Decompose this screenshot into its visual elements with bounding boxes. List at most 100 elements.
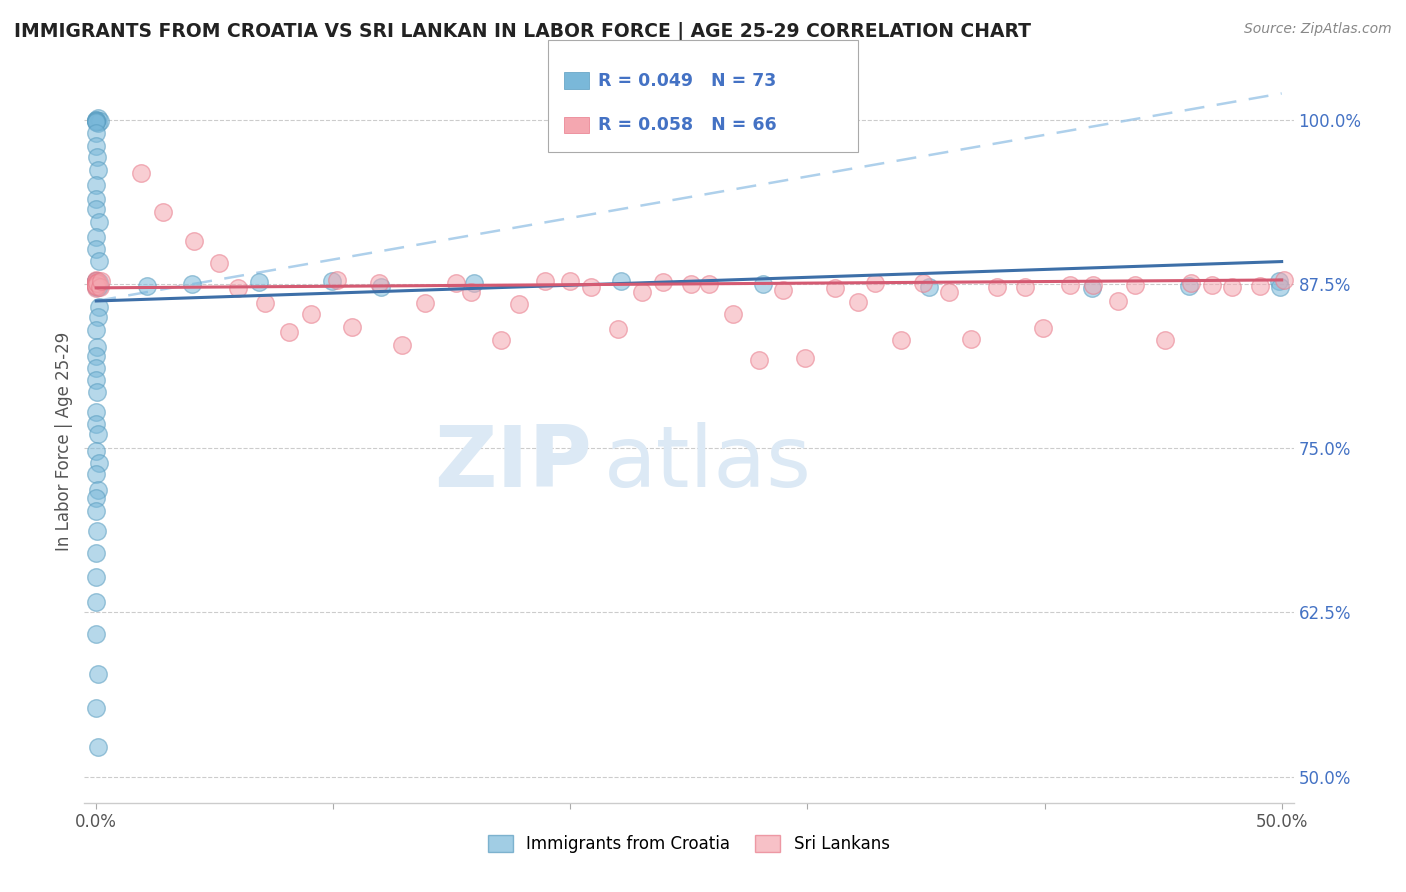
Point (986, 280, 1008, 294)
Point (86, 150, 108, 164)
Point (89, 215, 111, 229)
Point (1220, 280, 1243, 294)
Point (912, 276, 935, 290)
Point (84, 280, 107, 294)
Point (534, 274, 557, 288)
Point (84, 139, 107, 153)
Point (84, 277, 107, 291)
Point (84, 417, 107, 431)
Point (86, 276, 108, 290)
Point (84, 595, 107, 609)
Point (793, 351, 815, 365)
Point (86, 546, 108, 560)
Point (84, 279, 107, 293)
Point (86, 667, 108, 681)
Point (413, 296, 436, 310)
Point (748, 352, 770, 367)
Point (90, 274, 112, 288)
Point (253, 295, 276, 310)
Point (87, 426, 110, 441)
Point (84, 373, 107, 387)
Point (1346, 278, 1368, 293)
Point (299, 308, 322, 322)
Point (89, 275, 111, 289)
Point (84, 275, 107, 289)
Point (489, 333, 512, 347)
Point (321, 274, 343, 288)
Point (87, 280, 110, 294)
Point (1107, 293, 1129, 308)
Point (1315, 351, 1337, 366)
Point (226, 281, 249, 295)
Point (84, 276, 107, 290)
Point (84, 202, 107, 217)
Point (84, 444, 107, 458)
Point (86, 276, 108, 290)
Point (84, 279, 107, 293)
Point (87, 301, 110, 315)
Point (84, 504, 107, 518)
Point (84, 115, 107, 129)
Point (86, 114, 108, 128)
Point (86, 701, 108, 715)
Point (631, 285, 654, 299)
Point (1014, 280, 1036, 294)
Point (607, 322, 630, 336)
Point (1201, 278, 1223, 293)
Point (84, 275, 107, 289)
Point (84, 127, 107, 141)
Point (87, 111, 110, 125)
Point (84, 361, 107, 376)
Point (89, 114, 111, 128)
Point (278, 325, 301, 339)
Text: R = 0.049   N = 73: R = 0.049 N = 73 (598, 71, 776, 89)
Point (846, 294, 869, 309)
Point (1270, 280, 1292, 294)
Point (84, 277, 107, 292)
Point (917, 279, 939, 293)
Point (135, 279, 157, 293)
Point (508, 297, 530, 311)
Point (1268, 275, 1291, 289)
Point (86, 276, 108, 290)
Point (938, 285, 960, 299)
Point (84, 349, 107, 363)
Point (84, 279, 107, 293)
Point (129, 165, 152, 179)
Point (87, 457, 110, 471)
Point (84, 278, 107, 293)
Point (86, 524, 108, 538)
Point (391, 337, 413, 351)
Point (1272, 273, 1295, 287)
Point (1123, 278, 1146, 293)
Point (86, 275, 108, 289)
Point (84, 404, 107, 418)
Point (86, 739, 108, 754)
Point (367, 277, 389, 291)
Point (89, 278, 111, 293)
Point (890, 333, 912, 347)
Point (1369, 274, 1392, 288)
Point (84, 113, 107, 128)
Point (84, 491, 107, 506)
Point (699, 277, 721, 292)
Point (863, 277, 886, 291)
Point (84, 467, 107, 481)
Point (579, 280, 602, 294)
Point (342, 320, 364, 334)
Point (86, 278, 108, 293)
Point (1295, 402, 1317, 417)
Point (1059, 277, 1081, 292)
Point (89, 253, 111, 268)
Point (1178, 278, 1201, 293)
Text: R = 0.058   N = 66: R = 0.058 N = 66 (598, 116, 776, 134)
Point (181, 277, 204, 292)
Point (84, 276, 107, 290)
Point (772, 283, 794, 297)
Point (824, 280, 846, 294)
Point (1081, 277, 1104, 292)
Text: Source: ZipAtlas.com: Source: ZipAtlas.com (1244, 22, 1392, 37)
Point (84, 178, 107, 193)
Point (444, 276, 467, 290)
Point (723, 307, 745, 321)
